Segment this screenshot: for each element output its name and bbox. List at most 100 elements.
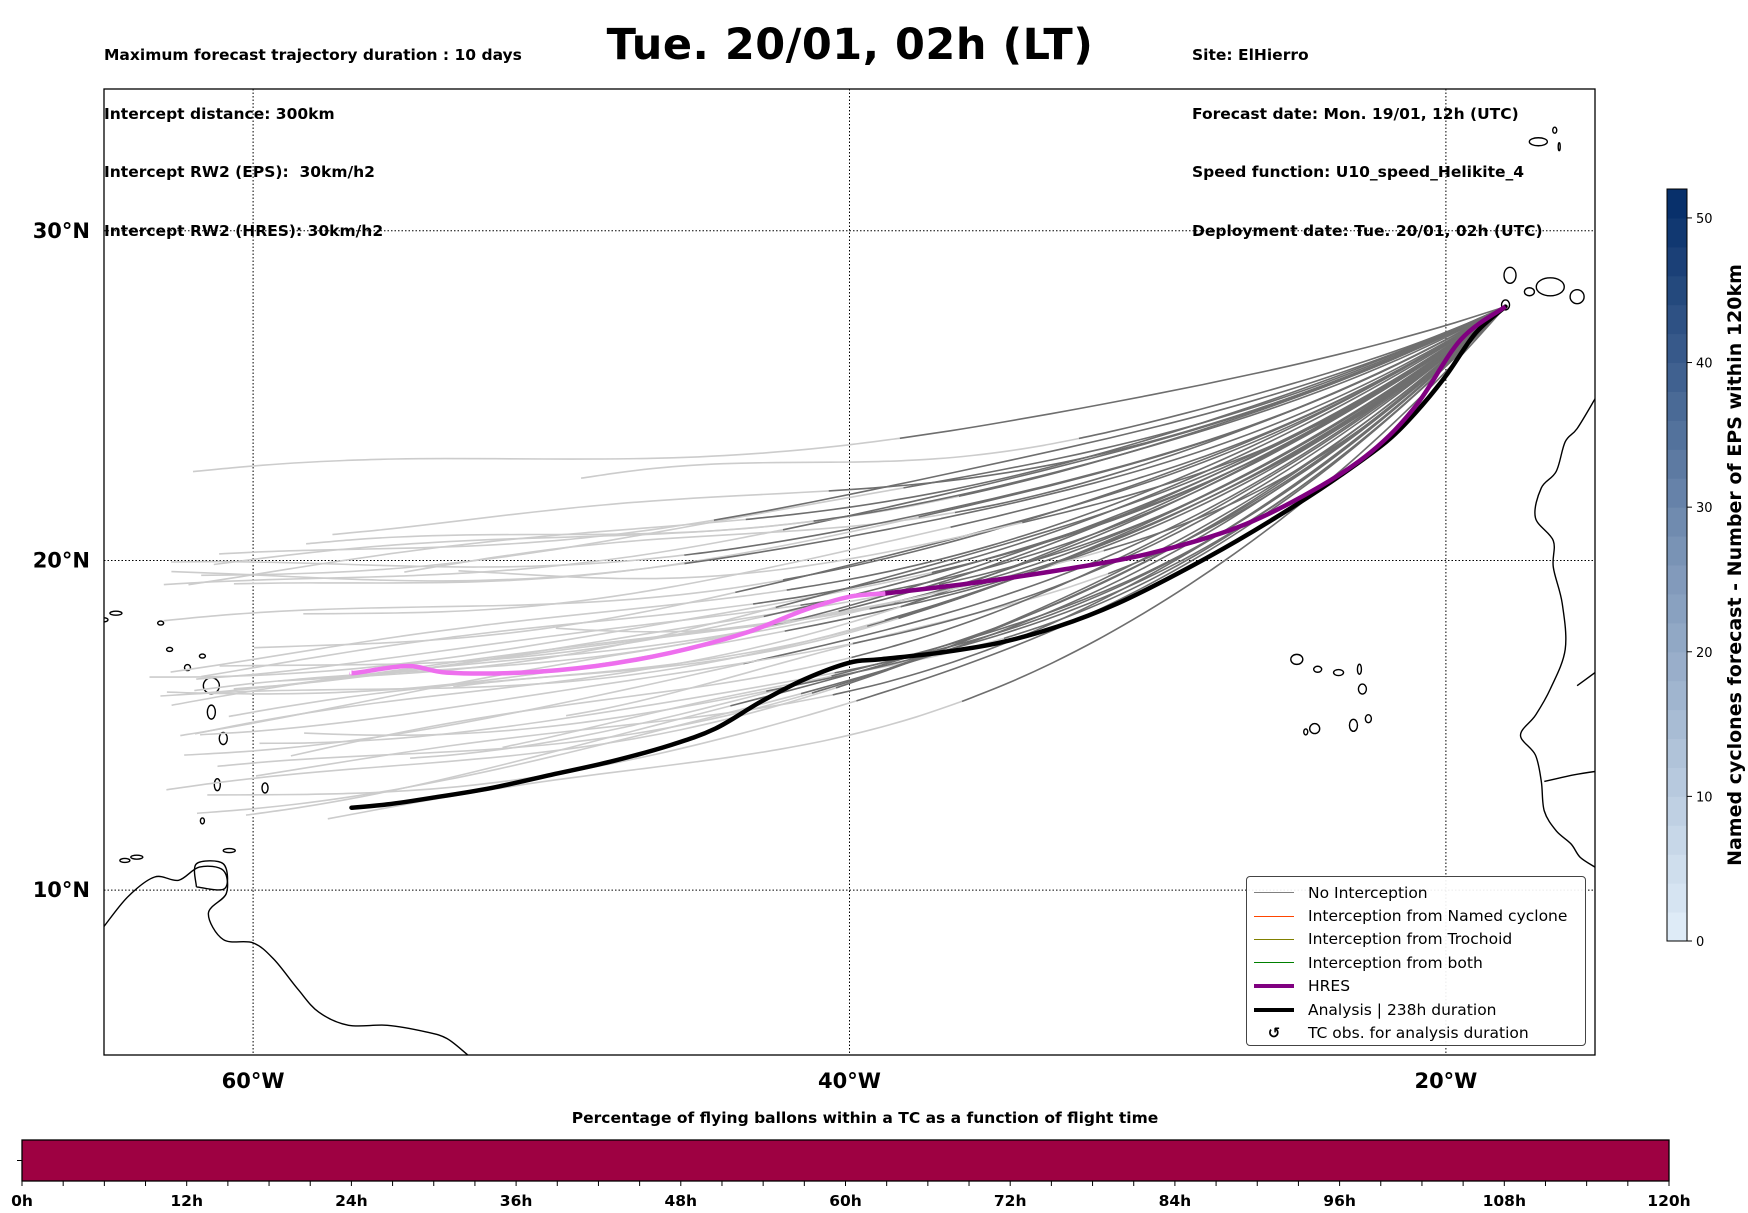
ensemble-track-recent [950, 305, 1506, 528]
x-tick-label: 120h [1647, 1192, 1690, 1210]
ensemble-track-recent [748, 305, 1506, 632]
ensemble-track-recent [786, 305, 1506, 591]
hres-track-recent [885, 304, 1507, 596]
colorbar-bin [1667, 767, 1687, 797]
lat-tick-label: 30°N [33, 219, 90, 243]
island [119, 857, 131, 864]
colorbar-bin [1667, 536, 1687, 566]
colorbar-bin [1667, 796, 1687, 826]
legend-line-icon [1254, 984, 1294, 989]
ensemble-track-recent [713, 305, 1506, 521]
colorbar-bin [1667, 738, 1687, 768]
colorbar-bin [1667, 275, 1687, 306]
flight-time-bar [22, 1140, 1669, 1181]
trajectory-layer [149, 304, 1508, 820]
analysis-track [349, 304, 1508, 810]
ensemble-track-old [171, 554, 685, 568]
colorbar-tick-label: 0 [1696, 935, 1704, 950]
lon-tick-label: 60°W [222, 1069, 285, 1093]
island [218, 731, 228, 746]
ensemble-track-old [196, 692, 802, 815]
legend-line-icon [1254, 1007, 1294, 1012]
coastline [1544, 770, 1595, 783]
ensemble-track-recent [838, 305, 1506, 613]
colorbar-bin [1667, 854, 1687, 884]
island [222, 847, 236, 854]
legend-label: No Interception [1308, 883, 1428, 902]
island [1629, 259, 1645, 269]
ensemble-track-recent [800, 306, 1507, 695]
colorbar: 0 10 20 30 40 50 Named cyclones forecast - Num… [1666, 188, 1746, 950]
colorbar-bin [1667, 391, 1687, 421]
island [109, 610, 123, 616]
cyclone-symbol-icon: ↺ [1267, 1024, 1281, 1043]
island [198, 653, 207, 659]
legend-label: HRES [1308, 977, 1351, 996]
ensemble-track-old [410, 675, 832, 759]
lon-tick-label: 20°W [1414, 1069, 1477, 1093]
island [1312, 665, 1323, 673]
legend-item-both: Interception from both [1247, 951, 1585, 974]
colorbar-bin [1667, 246, 1687, 277]
colorbar-tick-label: 10 [1696, 790, 1713, 805]
coastline [193, 860, 229, 891]
legend-item-named-cyclone: Interception from Named cyclone [1247, 904, 1585, 927]
ensemble-track-old [194, 630, 750, 692]
island [130, 854, 144, 860]
page-title: Tue. 20/01, 02h (LT) [606, 20, 1094, 70]
ensemble-track-old [201, 487, 904, 577]
colorbar-bin [1667, 593, 1687, 624]
ensemble-track-old [163, 529, 784, 586]
legend-label: Interception from Trochoid [1308, 930, 1513, 949]
colorbar-bin [1667, 304, 1687, 335]
island [1528, 137, 1549, 147]
legend-item-hres: HRES [1247, 975, 1585, 998]
colorbar-tick-label: 40 [1696, 357, 1713, 372]
x-tick-label: 48h [664, 1192, 697, 1210]
intercept-hres-text: Intercept RW2 (HRES): 30km/h2 [104, 221, 384, 240]
x-tick-label: 72h [994, 1192, 1027, 1210]
site-text: Site: ElHierro [1192, 46, 1309, 64]
colorbar-bin [1667, 651, 1687, 682]
ensemble-track-recent [902, 305, 1506, 601]
ensemble-track-old [201, 603, 754, 678]
legend-label: Interception from Named cyclone [1308, 907, 1568, 926]
island [165, 646, 174, 653]
ensemble-track-recent [832, 306, 1507, 696]
ensemble-track-recent [684, 305, 1506, 565]
coastlines [104, 126, 1645, 1055]
ensemble-track-old [453, 617, 899, 688]
ensemble-track-recent [852, 305, 1507, 645]
forecast-date-text: Forecast date: Mon. 19/01, 12h (UTC) [1192, 104, 1519, 123]
legend-item-tc-obs: ↺ TC obs. for analysis duration [1247, 1021, 1585, 1044]
ensemble-track-old [184, 662, 744, 756]
ensemble-track-old [200, 642, 853, 736]
ensemble-track-recent [1103, 306, 1507, 552]
colorbar-bin [1667, 622, 1687, 653]
x-tick-label: 96h [1323, 1192, 1356, 1210]
island [1523, 287, 1536, 297]
colorbar-bin [1667, 189, 1687, 219]
colorbar-bin [1667, 449, 1687, 479]
island [199, 817, 206, 825]
latitude-labels: 30°N 20°N 10°N [33, 219, 90, 902]
legend-line-icon [1254, 892, 1294, 894]
ensemble-track-recent [1022, 305, 1506, 524]
map-gridlines [104, 89, 1595, 1055]
x-tick-label: 12h [170, 1192, 203, 1210]
ensemble-track-recent [851, 305, 1507, 659]
ensemble-track-recent [828, 305, 1506, 492]
island [1364, 714, 1373, 724]
map-legend: No Interception Interception from Named … [1246, 876, 1586, 1046]
forecast-parameters: Maximum forecast trajectory duration : 1… [104, 7, 522, 261]
island [1620, 279, 1630, 289]
flight-time-bar-chart: 0h 12h 24h 36h 48h 60h 72h 84h 96h 108h 120h [11, 1139, 1691, 1210]
lat-tick-label: 20°N [33, 548, 90, 572]
colorbar-bin [1667, 217, 1687, 248]
max-duration-text: Maximum forecast trajectory duration : 1… [104, 46, 522, 64]
island [183, 663, 192, 672]
island [1552, 126, 1558, 134]
ensemble-track-recent [898, 305, 1507, 620]
ensemble-track-old [170, 589, 787, 673]
